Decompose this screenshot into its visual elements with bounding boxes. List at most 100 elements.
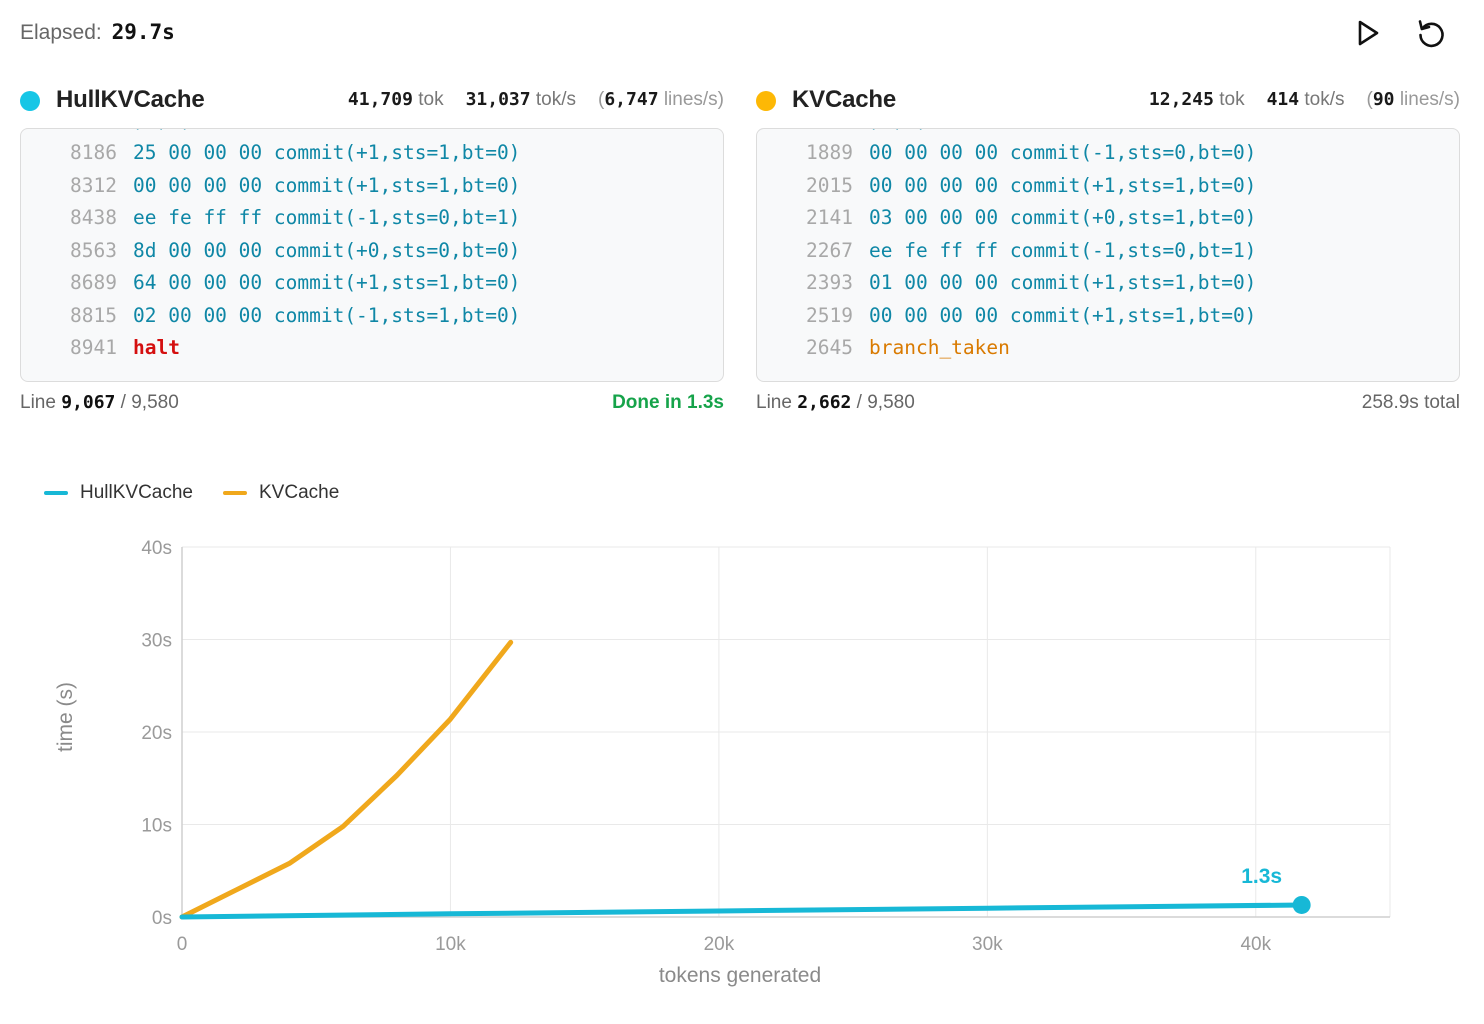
y-axis-title: time (s) bbox=[54, 682, 77, 752]
trace-line: 8186 25 00 00 00 commit(+1,sts=1,bt=0) bbox=[21, 137, 520, 169]
elapsed-timer: Elapsed: 29.7s bbox=[20, 20, 175, 45]
line-number: 8438 bbox=[70, 206, 117, 229]
line-text: 00 00 00 00 commit(+1,sts=1,bt=0) bbox=[869, 173, 1257, 197]
line-text: 64 00 00 00 commit(+1,sts=1,bt=0) bbox=[133, 271, 521, 294]
token-unit: tok bbox=[1219, 89, 1245, 110]
x-tick-label: 20k bbox=[704, 934, 735, 955]
panel-header: HullKVCache 41,709 tok 31,037 tok/s (6,747… bbox=[20, 84, 724, 118]
trace-line: 2267 ee fe ff ff commit(-1,sts=0,bt=1) bbox=[757, 235, 1256, 267]
x-axis-title: tokens generated bbox=[659, 964, 821, 987]
current-line: 2,662 bbox=[797, 392, 852, 413]
trace-line: 8563 8d 00 00 00 commit(+0,sts=0,bt=0) bbox=[21, 235, 520, 267]
trace-line: 8438 ee fe ff ff commit(-1,sts=0,bt=1) bbox=[21, 202, 520, 234]
line-text: ee fe ff ff commit(-1,sts=0,bt=1) bbox=[133, 206, 521, 229]
play-icon bbox=[1358, 20, 1379, 46]
play-button[interactable] bbox=[1350, 16, 1384, 50]
panel-stats: 41,709 tok 31,037 tok/s (6,747 lines/s) bbox=[347, 89, 724, 110]
legend-item[interactable]: KVCache bbox=[223, 482, 339, 504]
line-text: branch_taken bbox=[869, 336, 1010, 359]
token-count: 41,709 bbox=[347, 89, 413, 110]
top-bar: Elapsed: 29.7s bbox=[20, 16, 1464, 50]
series-color-dot bbox=[20, 91, 40, 111]
trace-line: 2015 00 00 00 00 commit(+1,sts=1,bt=0) bbox=[757, 170, 1256, 202]
chart-legend: HullKVCache KVCache bbox=[44, 482, 369, 504]
legend-label: HullKVCache bbox=[80, 482, 193, 503]
elapsed-label: Elapsed: bbox=[20, 21, 102, 44]
trace-line: 8689 64 00 00 00 commit(+1,sts=1,bt=0) bbox=[21, 267, 520, 299]
line-text: ee fe ff ff commit(-1,sts=0,bt=1) bbox=[869, 238, 1257, 262]
line-number: 2393 bbox=[806, 271, 853, 294]
trace-line: 8941 halt bbox=[21, 332, 180, 364]
reset-button[interactable] bbox=[1414, 16, 1448, 50]
x-tick-label: 30k bbox=[972, 934, 1003, 955]
line-number: 8689 bbox=[70, 271, 117, 294]
series-line-kvcache bbox=[179, 639, 514, 920]
line-number: 8186 bbox=[70, 141, 117, 164]
trace-line: 2141 03 00 00 00 commit(+0,sts=1,bt=0) bbox=[757, 202, 1256, 234]
line-number: 1889 bbox=[806, 141, 853, 164]
legend-item[interactable]: HullKVCache bbox=[44, 482, 193, 504]
panel-stats: 12,245 tok 414 tok/s (90 lines/s) bbox=[1148, 89, 1460, 110]
token-count: 12,245 bbox=[1148, 89, 1214, 110]
panel-header: KVCache 12,245 tok 414 tok/s (90 lines/s) bbox=[756, 84, 1460, 118]
line-label: Line bbox=[20, 392, 56, 413]
line-number: 8815 bbox=[70, 303, 117, 327]
line-number: 2267 bbox=[806, 238, 853, 262]
partial-trace-line: , , , bbox=[21, 129, 723, 133]
line-text: 00 00 00 00 commit(-1,sts=0,bt=0) bbox=[869, 141, 1257, 164]
line-number: 2645 bbox=[806, 336, 853, 359]
y-tick-label: 30s bbox=[141, 631, 172, 652]
line-progress: Line 2,662 / 9,580 bbox=[756, 392, 915, 414]
line-text: 00 00 00 00 commit(+1,sts=1,bt=0) bbox=[869, 303, 1257, 327]
x-tick-label: 10k bbox=[435, 934, 466, 955]
line-text: halt bbox=[133, 336, 180, 359]
panel-kvcache: KVCache 12,245 tok 414 tok/s (90 lines/s) … bbox=[756, 84, 1460, 418]
line-text: 25 00 00 00 commit(+1,sts=1,bt=0) bbox=[133, 141, 521, 164]
partial-trace-line: , , , bbox=[757, 129, 1459, 133]
series-line-hullkvcache bbox=[179, 902, 1305, 920]
elapsed-value: 29.7s bbox=[111, 20, 175, 44]
line-text: 02 00 00 00 commit(-1,sts=1,bt=0) bbox=[133, 303, 521, 327]
legend-label: KVCache bbox=[259, 482, 340, 503]
panel-footer: Line 9,067 / 9,580 Done in 1.3s bbox=[20, 392, 724, 418]
trace-line: 2393 01 00 00 00 commit(+1,sts=1,bt=0) bbox=[757, 267, 1256, 299]
tokens-per-second-unit: tok/s bbox=[535, 89, 577, 110]
trace-log[interactable]: , , , 8186 25 00 00 00 commit(+1,sts=1,bt… bbox=[20, 128, 724, 382]
x-tick-label: 0 bbox=[177, 934, 188, 955]
line-text: 01 00 00 00 commit(+1,sts=1,bt=0) bbox=[869, 271, 1257, 294]
tokens-per-second: 414 bbox=[1266, 89, 1300, 110]
y-tick-label: 20s bbox=[141, 723, 172, 744]
line-number: 8563 bbox=[70, 238, 117, 262]
series-color-dot bbox=[756, 91, 776, 111]
tokens-per-second: 31,037 bbox=[465, 89, 531, 110]
line-text: 03 00 00 00 commit(+0,sts=1,bt=0) bbox=[869, 206, 1257, 229]
token-unit: tok bbox=[418, 89, 444, 110]
panel-title: HullKVCache bbox=[56, 86, 205, 113]
trace-line: 8312 00 00 00 00 commit(+1,sts=1,bt=0) bbox=[21, 170, 520, 202]
trace-line: 2519 00 00 00 00 commit(+1,sts=1,bt=0) bbox=[757, 300, 1256, 332]
line-number: 8312 bbox=[70, 173, 117, 197]
trace-line: 1889 00 00 00 00 commit(-1,sts=0,bt=0) bbox=[757, 137, 1256, 169]
line-number: 2519 bbox=[806, 303, 853, 327]
series-end-marker bbox=[1292, 895, 1311, 914]
y-tick-label: 0s bbox=[152, 908, 172, 929]
line-number: 8941 bbox=[70, 336, 117, 359]
panel-title: KVCache bbox=[792, 86, 896, 113]
series-end-label: 1.3s bbox=[1241, 865, 1282, 888]
legend-swatch bbox=[223, 490, 247, 495]
trace-log[interactable]: , , , 1889 00 00 00 00 commit(-1,sts=0,bt… bbox=[756, 128, 1460, 382]
trace-line: 2645 branch_taken bbox=[757, 332, 1010, 364]
line-progress: Line 9,067 / 9,580 bbox=[20, 392, 179, 414]
line-label: Line bbox=[756, 392, 792, 413]
lines-per-second-unit: lines/s bbox=[1399, 89, 1454, 110]
y-tick-label: 10s bbox=[141, 816, 172, 837]
legend-swatch bbox=[44, 490, 68, 495]
total-lines: / 9,580 bbox=[120, 392, 179, 413]
panel-hullkvcache: HullKVCache 41,709 tok 31,037 tok/s (6,747… bbox=[20, 84, 724, 418]
y-tick-label: 40s bbox=[141, 538, 172, 559]
reset-icon bbox=[1418, 20, 1444, 48]
line-number: 2015 bbox=[806, 173, 853, 197]
time-vs-tokens-chart: 0s 10s 20s 30s 40s 0 10k 20k 30k 40k tokens genera… bbox=[0, 470, 1484, 1024]
lines-per-second: 90 bbox=[1372, 89, 1395, 110]
lines-per-second-unit: lines/s bbox=[663, 89, 718, 110]
